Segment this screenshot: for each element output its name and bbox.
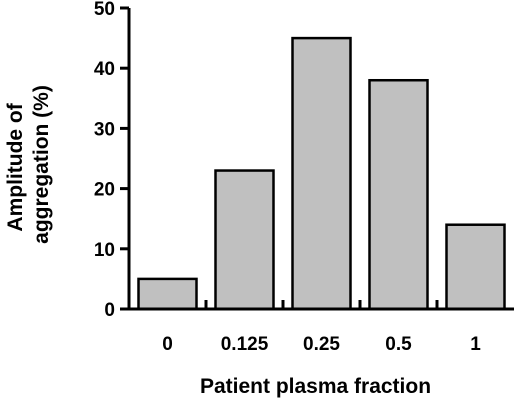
x-tick-labels-group: 0 0.125 0.25 0.5 1	[162, 334, 481, 355]
x-tick-label-4: 1	[470, 334, 481, 355]
x-tick-label-1: 0.125	[221, 334, 269, 355]
y-axis-title-line-1: Amplitude of	[4, 102, 27, 231]
x-ticks-group	[204, 300, 439, 309]
bar-4	[445, 223, 506, 311]
y-ticks-group	[120, 6, 129, 311]
bar-1	[214, 169, 275, 311]
y-axis-title: Amplitude of aggregation (%)	[4, 85, 53, 244]
x-axis-title: Patient plasma fraction	[200, 375, 431, 398]
bar-3	[368, 78, 429, 311]
y-tick-label-4: 40	[94, 59, 115, 80]
y-tick-label-0: 0	[104, 300, 115, 321]
y-tick-labels-group: 0 10 20 30 40 50	[94, 0, 115, 321]
x-tick-label-3: 0.5	[385, 334, 412, 355]
bar-0	[137, 277, 198, 311]
y-tick-label-2: 20	[94, 180, 115, 201]
x-tick-label-0: 0	[162, 334, 173, 355]
bars-group	[137, 36, 506, 311]
y-axis-title-line-2: aggregation (%)	[30, 85, 53, 244]
bar-2	[291, 36, 352, 311]
x-tick-label-2: 0.25	[303, 334, 340, 355]
axes-group	[127, 8, 514, 311]
y-tick-label-1: 10	[94, 240, 115, 261]
y-tick-label-3: 30	[94, 119, 115, 140]
y-tick-label-5: 50	[94, 0, 115, 20]
